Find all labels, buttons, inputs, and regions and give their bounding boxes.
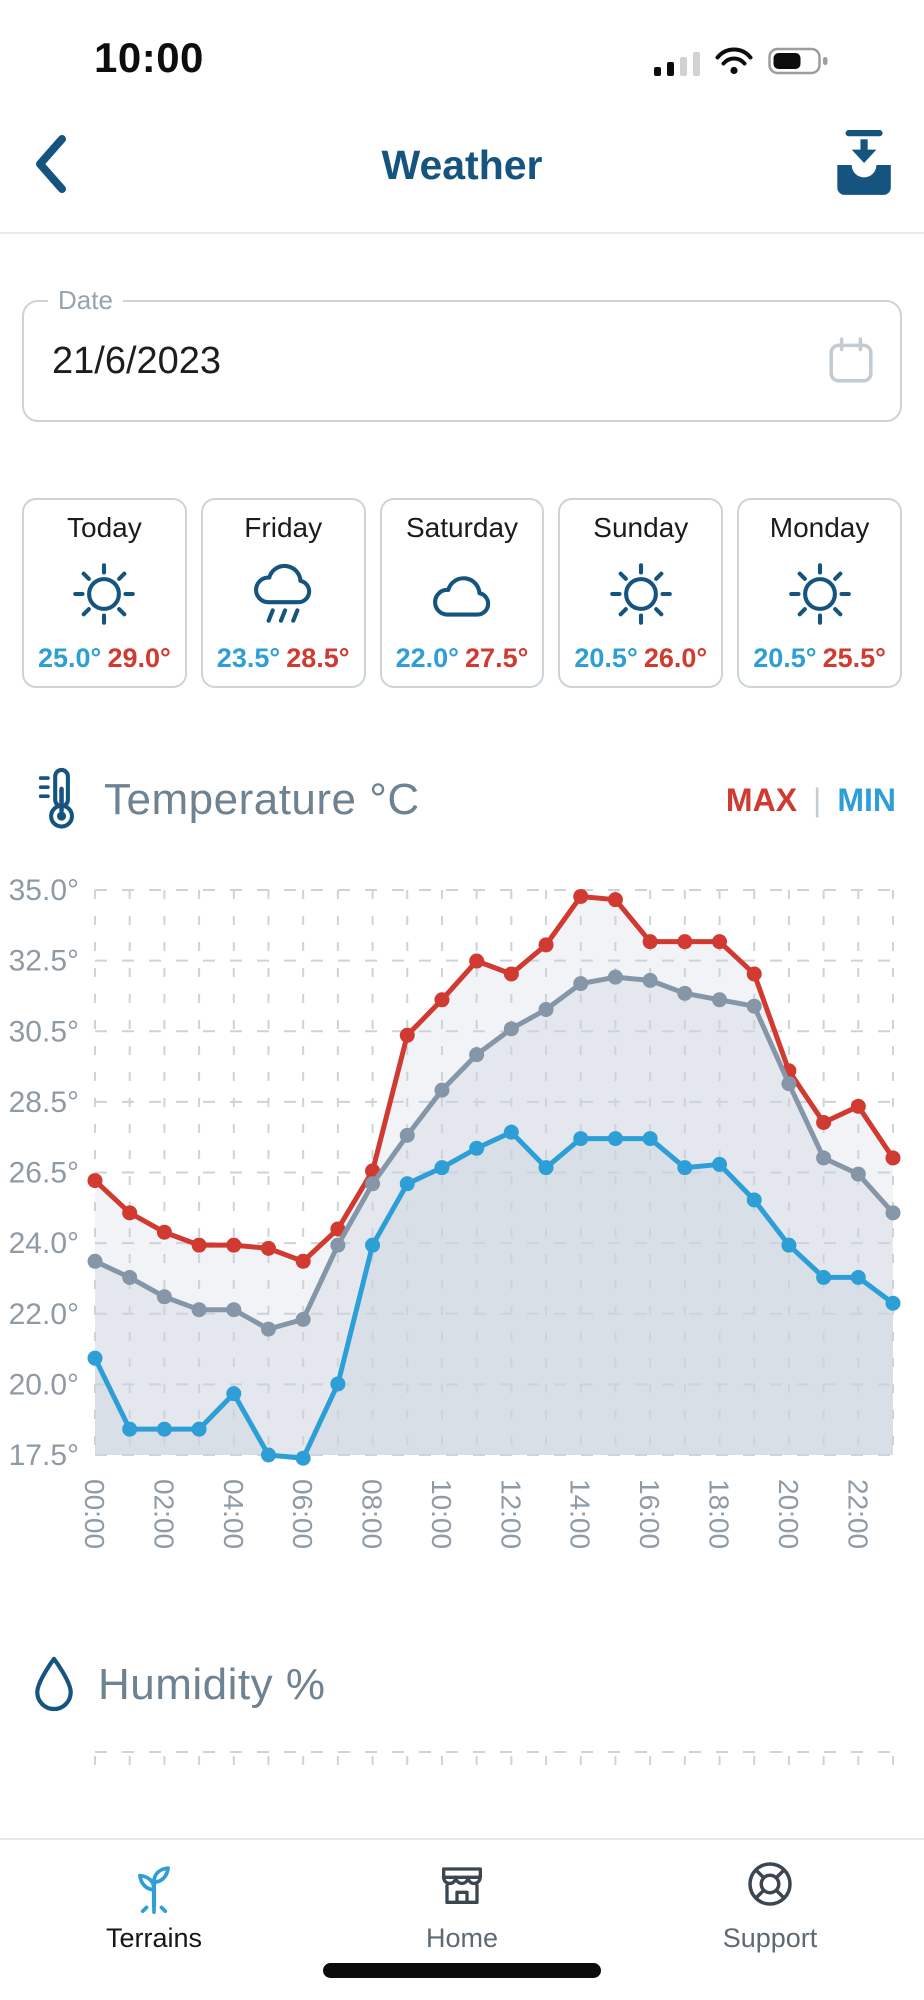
seedling-icon — [124, 1854, 184, 1917]
card-max-temp: 27.5° — [465, 643, 529, 673]
forecast-card-monday[interactable]: Monday 20.5° 25.5° — [737, 498, 902, 688]
svg-text:32.5°: 32.5° — [9, 945, 79, 978]
export-report-button[interactable] — [828, 128, 896, 202]
legend-min-label: MIN — [837, 781, 896, 818]
chart-legend: MAX | MIN — [726, 782, 896, 819]
date-value: 21/6/2023 — [52, 339, 222, 382]
svg-text:18:00: 18:00 — [704, 1479, 735, 1549]
sun-icon — [602, 544, 680, 643]
card-day-label: Saturday — [405, 512, 519, 543]
svg-text:10:00: 10:00 — [426, 1479, 457, 1549]
page-title: Weather — [381, 142, 543, 188]
forecast-card-saturday[interactable]: Saturday 22.0° 27.5° — [379, 498, 545, 688]
mail-export-icon — [829, 130, 895, 203]
svg-text:22.0°: 22.0° — [9, 1298, 79, 1331]
nav-item-terrains[interactable]: Terrains — [0, 1840, 308, 2000]
nav-label-support: Support — [722, 1923, 818, 1953]
humidity-section-title: Humidity % — [98, 1660, 326, 1709]
water-drop-icon — [28, 1651, 80, 1720]
date-label: Date — [48, 285, 123, 316]
card-max-temp: 25.5° — [822, 643, 886, 673]
svg-text:30.5°: 30.5° — [9, 1015, 79, 1048]
card-max-temp: 29.0° — [107, 643, 171, 673]
date-input[interactable]: Date 21/6/2023 — [22, 285, 902, 422]
cellular-signal-icon — [654, 46, 700, 81]
svg-text:16:00: 16:00 — [634, 1479, 665, 1549]
card-min-temp: 22.0° — [395, 643, 459, 673]
humidity-chart — [94, 1751, 894, 1774]
card-min-temp: 25.0° — [38, 643, 102, 673]
thermometer-icon — [28, 762, 86, 839]
legend-separator: | — [813, 781, 822, 818]
card-max-temp: 28.5° — [286, 643, 350, 673]
svg-text:35.0°: 35.0° — [9, 874, 79, 907]
bottom-navigation: Terrains Home — [0, 1838, 924, 2000]
status-time: 10:00 — [94, 34, 204, 81]
back-button[interactable] — [22, 130, 80, 200]
status-icons — [654, 46, 830, 81]
rain-cloud-icon — [244, 544, 322, 643]
nav-label-home: Home — [425, 1923, 499, 1953]
svg-text:20.0°: 20.0° — [9, 1368, 79, 1401]
svg-text:02:00: 02:00 — [148, 1479, 179, 1549]
forecast-card-sunday[interactable]: Sunday 20.5° 26.0° — [558, 498, 724, 688]
forecast-card-today[interactable]: Today 25.0° 29.0° — [22, 498, 187, 688]
svg-text:24.0°: 24.0° — [9, 1227, 79, 1260]
svg-text:22:00: 22:00 — [842, 1479, 873, 1549]
card-min-temp: 23.5° — [216, 643, 281, 673]
lifebuoy-icon — [740, 1854, 800, 1917]
legend-max-label: MAX — [725, 781, 798, 818]
chevron-left-icon — [29, 134, 73, 200]
card-max-temp: 26.0° — [643, 643, 708, 673]
svg-text:17.5°: 17.5° — [9, 1439, 79, 1472]
svg-text:00:00: 00:00 — [79, 1479, 110, 1549]
svg-text:12:00: 12:00 — [495, 1479, 526, 1549]
svg-text:28.5°: 28.5° — [9, 1086, 79, 1119]
svg-text:06:00: 06:00 — [287, 1479, 318, 1549]
storefront-icon — [432, 1854, 492, 1917]
svg-text:20:00: 20:00 — [773, 1479, 804, 1549]
card-min-temp: 20.5° — [753, 643, 817, 673]
sun-icon — [65, 544, 143, 643]
forecast-card-friday[interactable]: Friday 23.5° 28.5° — [200, 498, 366, 688]
svg-text:14:00: 14:00 — [565, 1479, 596, 1549]
card-day-label: Today — [67, 512, 142, 543]
temperature-chart: 35.0° 32.5° 30.5° 28.5° 26.5° 24.0° 22.0° 20.0°… — [9, 874, 901, 1549]
temperature-section-title: Temperature °C — [104, 775, 420, 824]
forecast-cards: Today 25.0° 29.0° Friday — [22, 498, 902, 688]
humidity-section-header: Humidity % — [28, 1649, 896, 1721]
header: Weather — [0, 100, 924, 234]
cloud-icon — [423, 544, 501, 643]
sun-icon — [781, 544, 859, 643]
svg-text:26.5°: 26.5° — [9, 1157, 79, 1190]
nav-item-home[interactable]: Home — [308, 1840, 616, 2000]
card-day-label: Monday — [769, 512, 870, 543]
card-day-label: Friday — [244, 512, 323, 543]
calendar-icon[interactable] — [826, 336, 876, 386]
battery-icon — [768, 46, 830, 81]
svg-text:08:00: 08:00 — [357, 1479, 388, 1549]
card-min-temp: 20.5° — [574, 643, 638, 673]
nav-label-terrains: Terrains — [105, 1923, 203, 1953]
nav-item-support[interactable]: Support — [616, 1840, 924, 2000]
card-day-label: Sunday — [593, 512, 689, 543]
home-indicator — [323, 1963, 601, 1978]
svg-text:04:00: 04:00 — [218, 1479, 249, 1549]
temperature-section-header: Temperature °C MAX | MIN — [28, 764, 896, 836]
wifi-icon — [714, 46, 754, 81]
